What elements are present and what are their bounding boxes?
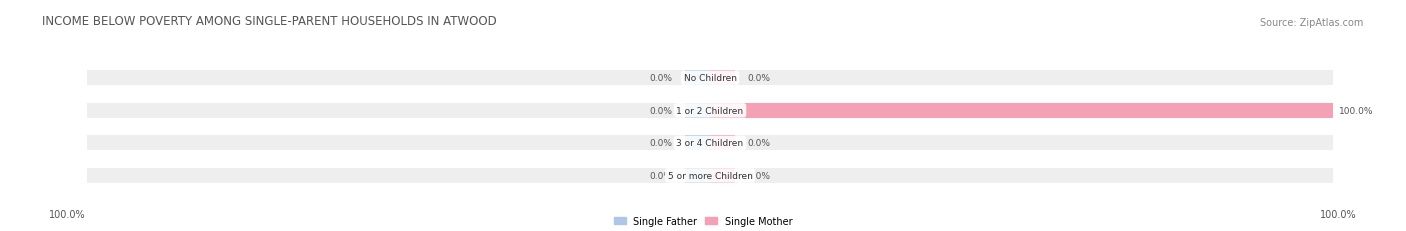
Text: 100.0%: 100.0% [49, 210, 86, 219]
Text: 0.0%: 0.0% [748, 171, 770, 180]
Text: No Children: No Children [683, 74, 737, 83]
Text: 0.0%: 0.0% [650, 106, 672, 115]
Bar [710, 136, 1333, 151]
Text: 100.0%: 100.0% [1339, 106, 1374, 115]
Bar [710, 103, 1333, 119]
Bar [87, 168, 710, 183]
Bar [685, 136, 710, 151]
Bar [710, 71, 1333, 86]
Bar [87, 136, 710, 151]
Bar [710, 103, 1333, 119]
Text: 0.0%: 0.0% [650, 139, 672, 148]
Bar [710, 168, 735, 183]
Bar [710, 168, 1333, 183]
Bar [87, 103, 710, 119]
Bar [710, 136, 735, 151]
Text: INCOME BELOW POVERTY AMONG SINGLE-PARENT HOUSEHOLDS IN ATWOOD: INCOME BELOW POVERTY AMONG SINGLE-PARENT… [42, 15, 496, 28]
Bar [87, 71, 710, 86]
Text: Source: ZipAtlas.com: Source: ZipAtlas.com [1260, 18, 1364, 28]
Text: 5 or more Children: 5 or more Children [668, 171, 752, 180]
Text: 100.0%: 100.0% [1320, 210, 1357, 219]
Bar [685, 71, 710, 86]
Text: 1 or 2 Children: 1 or 2 Children [676, 106, 744, 115]
Text: 3 or 4 Children: 3 or 4 Children [676, 139, 744, 148]
Bar [710, 71, 735, 86]
Bar [685, 168, 710, 183]
Legend: Single Father, Single Mother: Single Father, Single Mother [614, 216, 792, 226]
Text: 0.0%: 0.0% [650, 171, 672, 180]
Text: 0.0%: 0.0% [748, 74, 770, 83]
Text: 0.0%: 0.0% [748, 139, 770, 148]
Bar [685, 103, 710, 119]
Text: 0.0%: 0.0% [650, 74, 672, 83]
